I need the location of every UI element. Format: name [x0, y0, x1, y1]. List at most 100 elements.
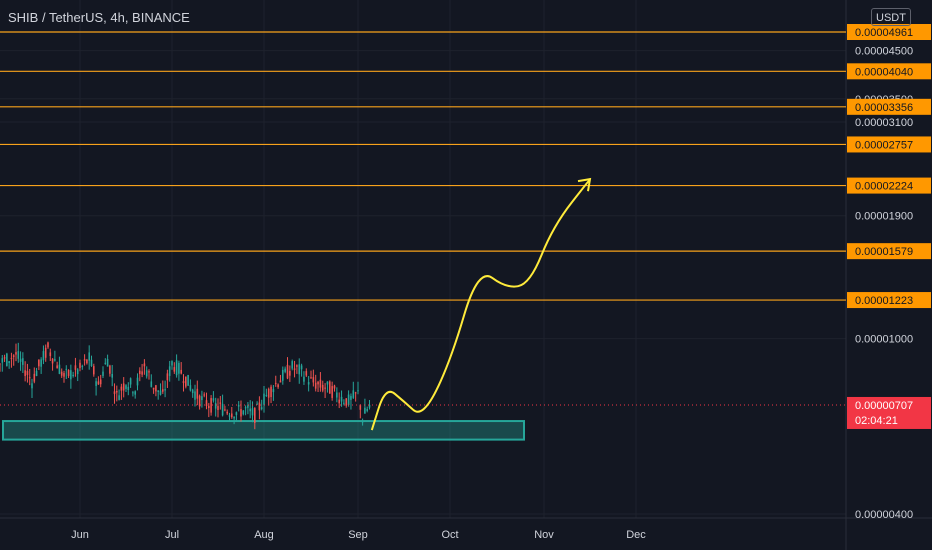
- candle-body: [237, 404, 240, 407]
- candle-body: [212, 398, 215, 401]
- candle-body: [122, 383, 125, 391]
- candle-body: [58, 364, 61, 374]
- candle-body: [284, 368, 286, 372]
- candle-body: [148, 371, 150, 373]
- candle-body: [65, 368, 68, 370]
- price-level-label-bg: [847, 292, 931, 309]
- time-scale-tick-label: Nov: [534, 529, 554, 541]
- symbol-title: SHIB / TetherUS, 4h, BINANCE: [8, 10, 190, 25]
- price-scale-tick-label: 0.00001000: [855, 334, 913, 346]
- candle-body: [321, 384, 324, 391]
- price-level-label: 0.00004040: [855, 66, 913, 78]
- candle-body: [314, 382, 317, 389]
- candle-body: [63, 373, 65, 377]
- candle-body: [279, 380, 282, 383]
- candle-body: [228, 415, 231, 417]
- candle-body: [17, 351, 20, 359]
- candle-body: [307, 382, 310, 385]
- candle-body: [350, 396, 352, 400]
- candle-body: [333, 385, 336, 389]
- candle-body: [95, 381, 97, 386]
- candle-body: [152, 387, 155, 390]
- candle-body: [141, 371, 143, 375]
- candle-body: [210, 398, 212, 413]
- candle-body: [19, 358, 22, 362]
- price-level-label: 0.00001223: [855, 295, 913, 307]
- candle-body: [120, 386, 123, 391]
- candle-body: [240, 408, 242, 417]
- price-scale-tick-label: 0.00003100: [855, 117, 913, 129]
- candle-body: [168, 366, 171, 376]
- candle-body: [56, 365, 58, 369]
- price-level-label: 0.00004961: [855, 27, 913, 39]
- candle-body: [305, 371, 308, 376]
- candle-body: [361, 420, 364, 423]
- candle-body: [113, 391, 116, 394]
- current-price-label-bg: [847, 396, 931, 429]
- candle-body: [221, 403, 224, 416]
- candle-body: [352, 390, 355, 398]
- candle-body: [357, 390, 359, 392]
- candle-body: [343, 402, 345, 404]
- candle-body: [296, 365, 298, 367]
- candle-body: [182, 381, 185, 384]
- candle-body: [231, 413, 233, 418]
- candle-body: [159, 390, 162, 395]
- candle-body: [347, 394, 350, 406]
- candle-body: [74, 365, 77, 370]
- candle-body: [359, 405, 362, 410]
- candle-body: [166, 373, 169, 381]
- candle-body: [214, 403, 217, 409]
- candle-body: [42, 351, 45, 361]
- candle-body: [28, 377, 31, 379]
- candle-body: [106, 358, 109, 367]
- candle-body: [173, 367, 176, 372]
- candle-body: [104, 362, 107, 364]
- candle-body: [226, 411, 228, 414]
- candle-body: [132, 392, 134, 394]
- candle-body: [47, 342, 49, 348]
- candle-body: [256, 403, 258, 405]
- candle-body: [274, 382, 277, 384]
- candle-body: [300, 365, 303, 370]
- candle-body: [366, 408, 368, 411]
- candle-body: [277, 384, 279, 388]
- candle-body: [185, 376, 187, 387]
- candle-body: [244, 407, 247, 409]
- candle-body: [191, 389, 194, 394]
- candle-body: [196, 388, 199, 399]
- time-scale-tick-label: Jul: [165, 529, 179, 541]
- candle-body: [99, 379, 102, 385]
- time-scale-tick-label: Aug: [254, 529, 274, 541]
- candle-body: [312, 377, 315, 383]
- candle-body: [70, 370, 72, 380]
- time-scale-tick-label: Jun: [71, 529, 89, 541]
- price-level-label: 0.00002757: [855, 139, 913, 151]
- candle-body: [187, 375, 189, 386]
- price-level-label-bg: [847, 243, 931, 260]
- candle-body: [331, 386, 333, 398]
- candle-body: [249, 408, 251, 412]
- candle-body: [15, 352, 17, 355]
- candle-body: [24, 370, 26, 376]
- candle-body: [102, 371, 104, 376]
- candle-body: [201, 396, 203, 401]
- candle-body: [22, 358, 24, 365]
- candle-body: [49, 352, 52, 357]
- price-level-label-bg: [847, 63, 931, 80]
- price-level-label: 0.00001579: [855, 246, 913, 258]
- candle-body: [242, 410, 245, 415]
- candle-body: [155, 385, 157, 392]
- candle-body: [0, 363, 1, 365]
- candle-body: [83, 359, 86, 361]
- candle-body: [298, 364, 301, 375]
- candle-body: [97, 381, 100, 385]
- candle-body: [86, 359, 88, 364]
- currency-button[interactable]: USDT: [871, 8, 911, 26]
- candle-body: [224, 409, 226, 411]
- candle-body: [286, 364, 289, 379]
- countdown-label: 02:04:21: [855, 415, 898, 427]
